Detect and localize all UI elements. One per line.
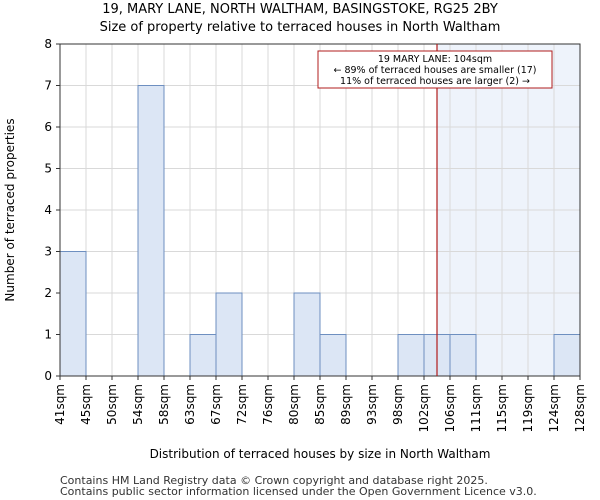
histogram-bar bbox=[215, 292, 243, 377]
annotation-box bbox=[317, 50, 553, 89]
x-tick-label: 106sqm bbox=[443, 384, 457, 432]
y-tick-label: 3 bbox=[44, 245, 52, 259]
x-tick-label: 41sqm bbox=[53, 384, 67, 425]
x-tick-label: 67sqm bbox=[209, 384, 223, 425]
y-tick-label: 0 bbox=[44, 369, 52, 383]
x-tick-label: 102sqm bbox=[417, 384, 431, 432]
annotation-line-2: ← 89% of terraced houses are smaller (17… bbox=[333, 65, 536, 76]
histogram-bar bbox=[137, 85, 165, 377]
chart-title: 19, MARY LANE, NORTH WALTHAM, BASINGSTOK… bbox=[102, 2, 498, 17]
histogram-bar bbox=[449, 334, 477, 377]
x-tick-label: 76sqm bbox=[261, 384, 275, 425]
y-tick-label: 4 bbox=[44, 203, 52, 217]
footer-line-2: Contains public sector information licen… bbox=[60, 485, 537, 498]
histogram-bar bbox=[189, 334, 217, 377]
x-tick-label: 93sqm bbox=[365, 384, 379, 425]
histogram-bar bbox=[319, 334, 347, 377]
x-tick-label: 98sqm bbox=[391, 384, 405, 425]
x-tick-label: 80sqm bbox=[287, 384, 301, 425]
x-tick-label: 54sqm bbox=[131, 384, 145, 425]
chart-subtitle: Size of property relative to terraced ho… bbox=[99, 20, 501, 35]
y-tick-label: 1 bbox=[44, 328, 52, 342]
histogram-bar bbox=[59, 251, 87, 377]
x-axis-title: Distribution of terraced houses by size … bbox=[150, 447, 491, 461]
x-tick-label: 58sqm bbox=[157, 384, 171, 425]
y-tick-label: 7 bbox=[44, 79, 52, 93]
x-tick-label: 89sqm bbox=[339, 384, 353, 425]
x-tick-label: 72sqm bbox=[235, 384, 249, 425]
x-tick-label: 50sqm bbox=[105, 384, 119, 425]
histogram-bar bbox=[293, 292, 321, 377]
y-axis-title: Number of terraced properties bbox=[3, 118, 17, 301]
x-tick-label: 85sqm bbox=[313, 384, 327, 425]
x-tick-label: 119sqm bbox=[521, 384, 535, 432]
x-tick-label: 115sqm bbox=[495, 384, 509, 432]
annotation-line-1: 19 MARY LANE: 104sqm bbox=[378, 54, 492, 65]
x-tick-label: 111sqm bbox=[469, 384, 483, 432]
y-tick-label: 6 bbox=[44, 120, 52, 134]
histogram-bar bbox=[397, 334, 425, 377]
y-tick-label: 8 bbox=[44, 37, 52, 51]
y-tick-label: 5 bbox=[44, 162, 52, 176]
x-tick-label: 63sqm bbox=[183, 384, 197, 425]
histogram-chart: 0 1 2 3 4 5 6 7 8 41sqm 45sqm 50sqm 54sqm 58sqm 63sqm 6… bbox=[3, 37, 587, 461]
annotation-line-3: 11% of terraced houses are larger (2) → bbox=[340, 76, 530, 87]
histogram-bar bbox=[553, 334, 581, 377]
x-tick-label: 45sqm bbox=[79, 384, 93, 425]
y-tick-label: 2 bbox=[44, 286, 52, 300]
footer-line-1: Contains HM Land Registry data © Crown c… bbox=[60, 474, 488, 487]
x-tick-label: 128sqm bbox=[573, 384, 587, 432]
x-tick-label: 124sqm bbox=[547, 384, 561, 432]
